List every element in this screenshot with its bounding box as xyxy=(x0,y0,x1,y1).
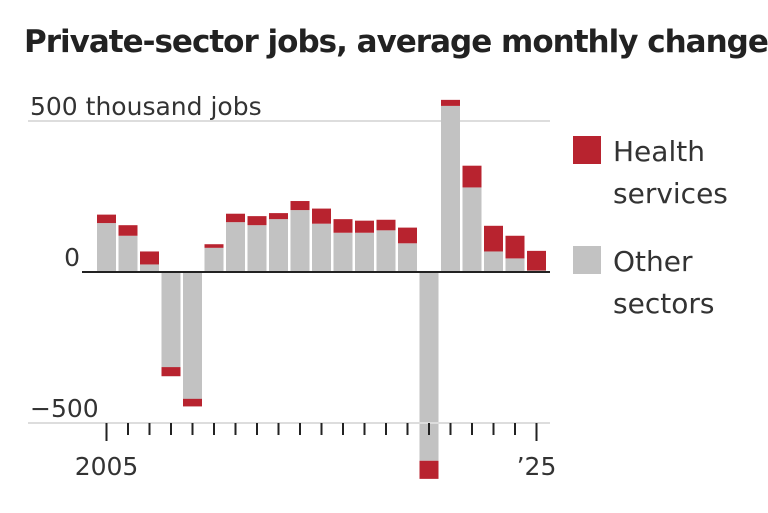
bar-health-services xyxy=(226,213,245,223)
bar-health-services xyxy=(505,235,525,259)
bar-health-services xyxy=(290,201,310,211)
bar-other-sectors xyxy=(97,223,116,272)
x-tick-label: 2005 xyxy=(75,452,139,481)
x-axis: 2005 ’25 xyxy=(28,422,557,481)
bar-health-services xyxy=(118,225,138,236)
bar-other-sectors xyxy=(247,225,267,272)
bar-other-sectors xyxy=(118,235,138,272)
bar-other-sectors xyxy=(441,105,460,273)
legend-item: Other sectors xyxy=(573,245,714,320)
legend-item: Health services xyxy=(573,135,728,210)
y-tick-label: 0 xyxy=(64,243,80,272)
bar-other-sectors xyxy=(398,243,417,272)
legend-label: services xyxy=(613,177,728,210)
legend-label: Other xyxy=(613,245,693,278)
bar-other-sectors xyxy=(333,232,353,272)
bar-health-services xyxy=(140,251,159,265)
bar-health-services xyxy=(441,99,460,106)
bar-health-services xyxy=(355,220,374,233)
bar-other-sectors xyxy=(140,264,159,272)
bar-other-sectors xyxy=(269,219,288,272)
bar-other-sectors xyxy=(312,223,331,272)
legend-swatch xyxy=(573,246,601,274)
bar-other-sectors xyxy=(183,272,202,407)
bar-health-services xyxy=(312,208,331,224)
bar-other-sectors xyxy=(419,272,439,461)
y-axis-tick-labels: 500 thousand jobs 0 −500 xyxy=(30,92,262,423)
y-tick-label: −500 xyxy=(30,394,99,423)
bar-health-services xyxy=(183,398,202,407)
bar-health-services xyxy=(269,213,288,220)
bar-other-sectors xyxy=(226,222,245,272)
bar-health-services xyxy=(97,214,116,224)
bar-other-sectors xyxy=(161,272,181,377)
bar-other-sectors xyxy=(204,247,224,272)
y-tick-label: 500 thousand jobs xyxy=(30,92,262,121)
bar-other-sectors xyxy=(484,251,503,272)
bar-health-services xyxy=(527,250,546,271)
bar-health-services xyxy=(333,219,353,233)
bar-health-services xyxy=(462,165,482,188)
x-tick-label: ’25 xyxy=(517,452,557,481)
legend-label: sectors xyxy=(613,287,714,320)
bar-health-services xyxy=(419,460,439,479)
bar-other-sectors xyxy=(355,232,374,272)
bar-other-sectors xyxy=(505,258,525,272)
chart-title: Private-sector jobs, average monthly cha… xyxy=(24,24,768,60)
bar-health-services xyxy=(247,216,267,226)
bar-health-services xyxy=(398,227,417,244)
bar-other-sectors xyxy=(462,187,482,272)
legend-swatch xyxy=(573,136,601,164)
legend: Health services Other sectors xyxy=(573,135,728,320)
bar-health-services xyxy=(204,244,224,248)
bars xyxy=(97,99,546,479)
bar-health-services xyxy=(484,225,503,252)
bar-other-sectors xyxy=(376,230,396,272)
legend-label: Health xyxy=(613,135,705,168)
bar-other-sectors xyxy=(290,210,310,272)
bar-health-services xyxy=(376,219,396,231)
bar-health-services xyxy=(161,367,181,377)
